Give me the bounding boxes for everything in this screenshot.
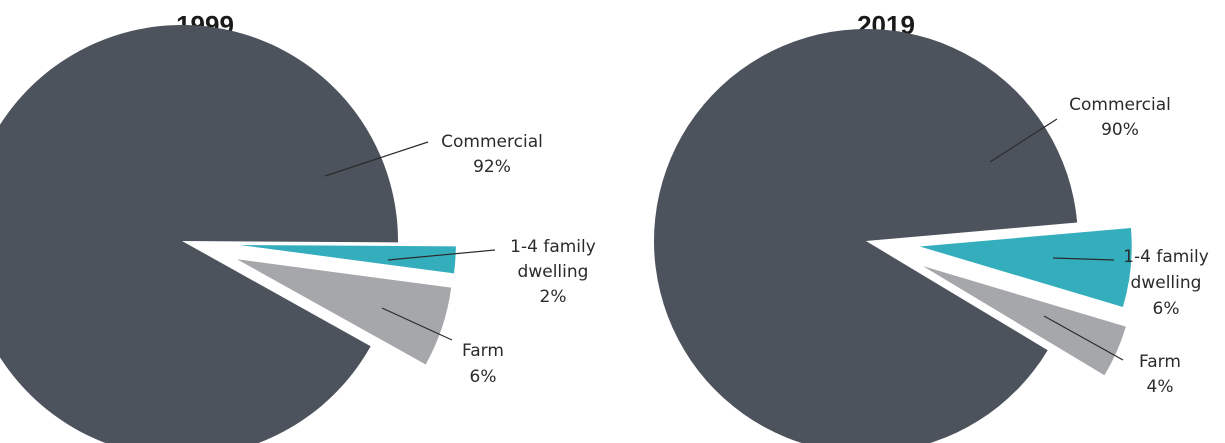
pie-slice-farm-1999 (237, 259, 452, 365)
leader-line-farm-1999 (381, 307, 453, 341)
value-family-2019: 6% (1153, 299, 1180, 319)
chart-2019: 2019 Commercial 90% 1-4 family dwelling … (654, 10, 1209, 443)
label-commercial-2019: Commercial (1069, 95, 1171, 115)
label-farm-2019: Farm (1139, 352, 1181, 372)
leader-line-farm-2019 (1043, 315, 1124, 361)
pie-slice-family-dwelling-2019 (919, 227, 1132, 308)
label-family-2019: 1-4 family (1123, 247, 1209, 267)
leader-line-commercial-1999 (324, 141, 429, 177)
pie-slice-farm-2019 (922, 266, 1126, 376)
label-commercial-1999: Commercial (441, 132, 543, 152)
leader-line-family-2019 (1052, 257, 1115, 261)
pie-slice-commercial-1999 (0, 25, 399, 443)
pie-slices-1999 (0, 25, 456, 443)
value-family-1999: 2% (540, 287, 567, 307)
value-commercial-1999: 92% (473, 157, 511, 177)
leader-line-family-1999 (387, 249, 496, 261)
label-farm-1999: Farm (462, 341, 504, 361)
pie-slice-commercial-2019 (654, 29, 1078, 443)
label-family-1999: 1-4 family (510, 237, 596, 257)
pie-slice-family-dwelling-1999 (239, 244, 456, 274)
label-dwelling-1999: dwelling (518, 262, 589, 282)
value-farm-2019: 4% (1147, 377, 1174, 397)
label-dwelling-2019: dwelling (1131, 273, 1202, 293)
value-farm-1999: 6% (470, 367, 497, 387)
value-commercial-2019: 90% (1101, 120, 1139, 140)
chart-1999: 1999 Commercial 92% 1-4 family dwelling … (0, 10, 596, 443)
pie-slices-2019 (654, 29, 1132, 443)
leader-line-commercial-2019 (989, 118, 1058, 163)
